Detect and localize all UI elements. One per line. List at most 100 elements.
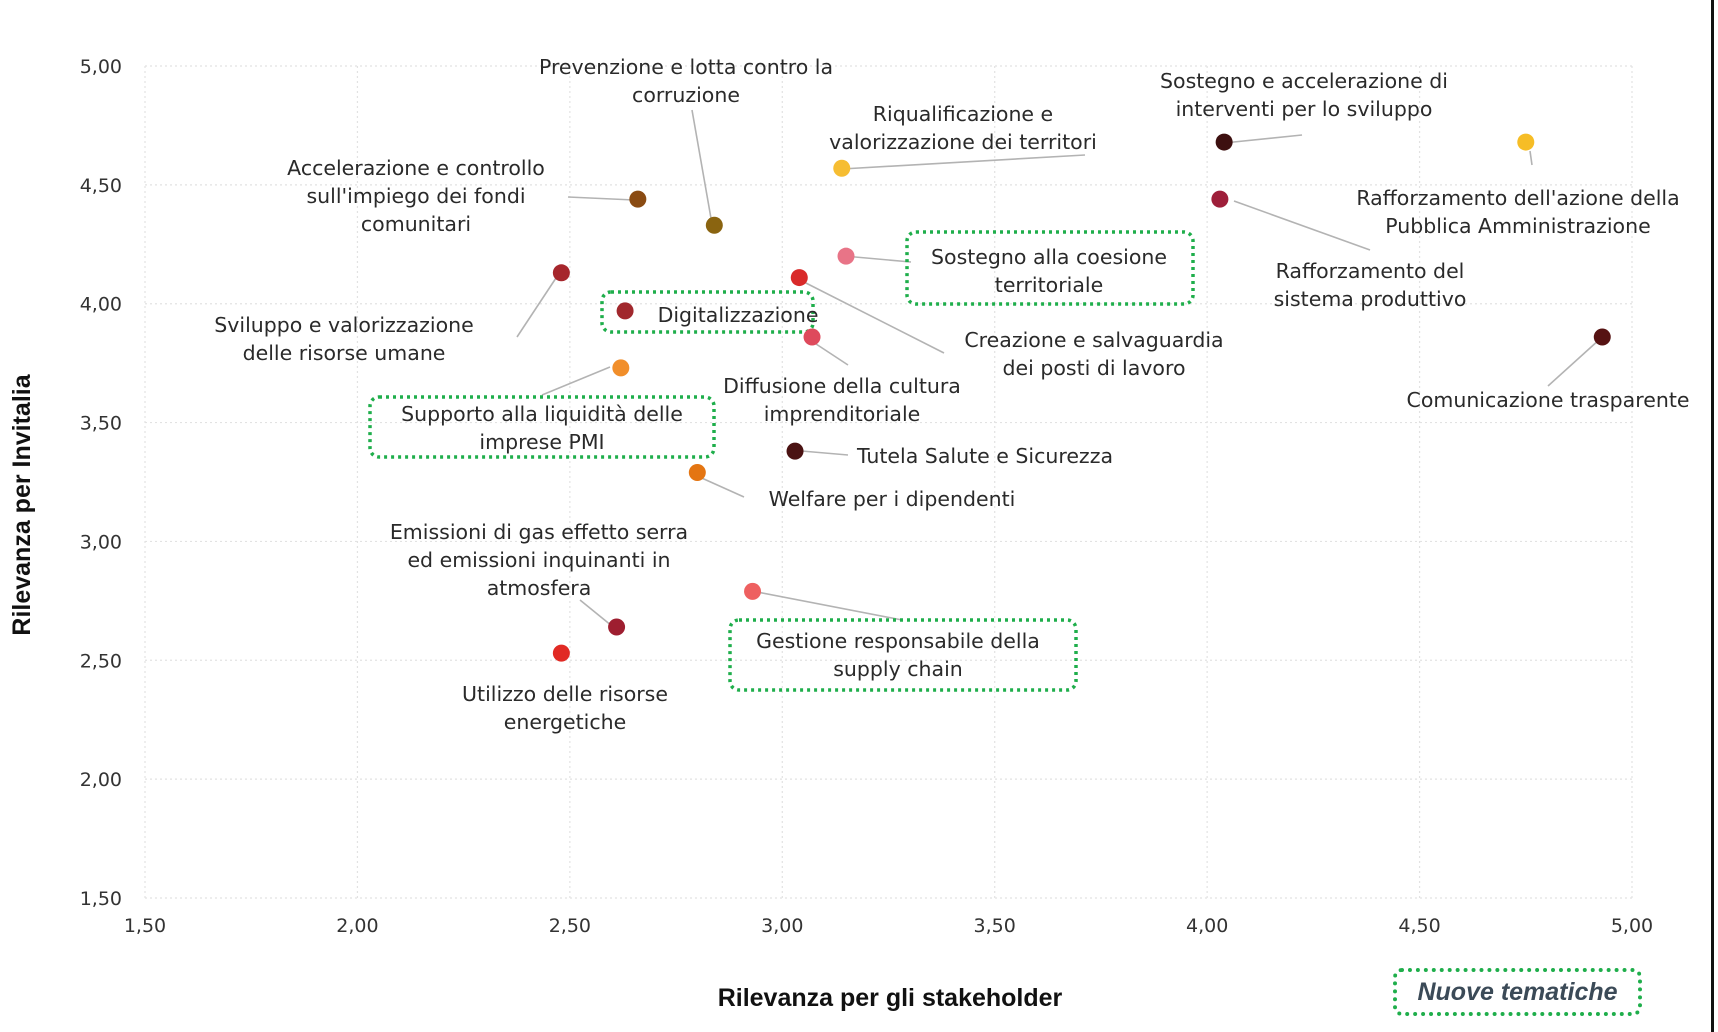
x-tick-label: 5,00 — [1611, 915, 1653, 937]
data-point — [552, 264, 570, 282]
data-point — [688, 463, 706, 481]
point-label-line: Pubblica Amministrazione — [1385, 214, 1650, 238]
point-label-line: comunitari — [361, 212, 471, 236]
new-topic-box — [368, 395, 716, 459]
point-label: Welfare per i dipendenti — [769, 487, 1016, 511]
point-label-line: corruzione — [632, 83, 740, 107]
y-axis-ticks: 1,50 2,00 2,50 3,00 3,50 4,00 4,50 5,00 — [80, 56, 122, 910]
point-label: Riqualificazione e valorizzazione dei ter… — [829, 102, 1097, 154]
point-label: Rafforzamento dell'azione della Pubblica … — [1356, 186, 1679, 238]
data-point — [1593, 328, 1611, 346]
connector-line — [1223, 134, 1303, 144]
point-label-line: Sostegno alla coesione — [931, 245, 1167, 269]
connector-line — [797, 278, 945, 354]
grid-lines — [144, 65, 1633, 899]
x-tick-label: 2,50 — [549, 915, 591, 937]
point-label-line: Welfare per i dipendenti — [769, 487, 1016, 511]
point-label: Digitalizzazione — [658, 303, 819, 327]
data-point — [629, 190, 647, 208]
point-label-line: Accelerazione e controllo — [287, 156, 545, 180]
y-tick-label: 1,50 — [80, 888, 122, 910]
y-axis-label: Rilevanza per Invitalia — [8, 373, 36, 635]
point-label-line: Utilizzo delle risorse — [462, 682, 668, 706]
connector-line — [751, 590, 903, 621]
new-topic-box — [600, 290, 815, 334]
point-label-line: Digitalizzazione — [658, 303, 819, 327]
data-point — [705, 216, 723, 234]
data-point — [786, 442, 804, 460]
new-topic-box — [728, 618, 1078, 692]
point-label: Diffusione della cultura imprenditoriale — [723, 374, 961, 426]
connector-line — [843, 255, 912, 263]
y-tick-label: 2,50 — [80, 650, 122, 672]
point-label: Accelerazione e controllo sull'impiego de… — [287, 156, 545, 236]
data-points — [552, 133, 1611, 662]
connector-line — [841, 154, 1086, 170]
connector-line — [691, 109, 713, 225]
x-tick-label: 4,50 — [1398, 915, 1440, 937]
data-point — [552, 644, 570, 662]
point-label-line: Sviluppo e valorizzazione — [214, 313, 473, 337]
right-border — [1711, 0, 1714, 1032]
x-tick-label: 1,50 — [124, 915, 166, 937]
point-labels: Prevenzione e lotta contro la corruzione A… — [214, 55, 1689, 734]
data-point — [790, 269, 808, 287]
point-label-line: ed emissioni inquinanti in — [407, 548, 670, 572]
connector-line — [694, 474, 745, 498]
point-label: Emissioni di gas effetto serra ed emissio… — [390, 520, 688, 600]
point-label-line: dei posti di lavoro — [1003, 356, 1186, 380]
y-tick-label: 5,00 — [80, 56, 122, 78]
point-label-line: Supporto alla liquidità delle — [401, 402, 683, 426]
point-label-line: sull'impiego dei fondi — [306, 184, 525, 208]
data-point — [837, 247, 855, 265]
legend-new-topics: Nuove tematiche — [1393, 968, 1642, 1016]
point-label-line: atmosfera — [487, 576, 592, 600]
x-tick-label: 3,00 — [761, 915, 803, 937]
new-topic-box — [905, 230, 1195, 306]
point-label-line: territoriale — [995, 273, 1103, 297]
point-label: Prevenzione e lotta contro la corruzione — [539, 55, 833, 107]
y-tick-label: 4,00 — [80, 294, 122, 316]
data-point — [1215, 133, 1233, 151]
connector-line — [567, 196, 635, 201]
x-tick-label: 2,00 — [336, 915, 378, 937]
point-label: Comunicazione trasparente — [1407, 388, 1690, 412]
point-label-line: Sostegno e accelerazione di — [1160, 69, 1448, 93]
connector-line — [1233, 200, 1371, 251]
point-label-line: supply chain — [833, 657, 963, 681]
point-label-line: Creazione e salvaguardia — [964, 328, 1223, 352]
point-label-line: sistema produttivo — [1274, 287, 1467, 311]
point-label-line: Comunicazione trasparente — [1407, 388, 1690, 412]
x-tick-label: 3,50 — [974, 915, 1016, 937]
y-tick-label: 2,00 — [80, 769, 122, 791]
point-label-line: energetiche — [504, 710, 627, 734]
point-label: Sostegno alla coesione territoriale — [931, 245, 1167, 297]
y-tick-label: 3,00 — [80, 531, 122, 553]
y-tick-label: 3,50 — [80, 413, 122, 435]
point-label-line: Gestione responsabile della — [756, 629, 1040, 653]
connector-line — [1547, 338, 1601, 387]
data-point — [608, 618, 626, 636]
point-label-line: imprenditoriale — [764, 402, 921, 426]
x-axis-ticks: 1,50 2,00 2,50 3,00 3,50 4,00 4,50 5,00 — [124, 915, 1653, 937]
connector-line — [1529, 150, 1533, 166]
new-topic-boxes — [368, 230, 1195, 692]
point-label: Rafforzamento del sistema produttivo — [1274, 259, 1467, 311]
point-label-line: interventi per lo sviluppo — [1176, 97, 1433, 121]
data-point — [1211, 190, 1229, 208]
data-point — [833, 159, 851, 177]
point-label-line: Prevenzione e lotta contro la — [539, 55, 833, 79]
data-point — [1517, 133, 1535, 151]
point-label-line: delle risorse umane — [243, 341, 446, 365]
y-tick-label: 4,50 — [80, 175, 122, 197]
data-point — [612, 359, 630, 377]
point-label: Sostegno e accelerazione di interventi pe… — [1160, 69, 1448, 121]
point-label-line: valorizzazione dei territori — [829, 130, 1097, 154]
point-label: Gestione responsabile della supply chain — [756, 629, 1040, 681]
point-label-line: Emissioni di gas effetto serra — [390, 520, 688, 544]
data-point — [616, 302, 634, 320]
point-label: Utilizzo delle risorse energetiche — [462, 682, 668, 734]
point-label: Supporto alla liquidità delle imprese PMI — [401, 402, 683, 454]
connector-line — [541, 366, 611, 396]
